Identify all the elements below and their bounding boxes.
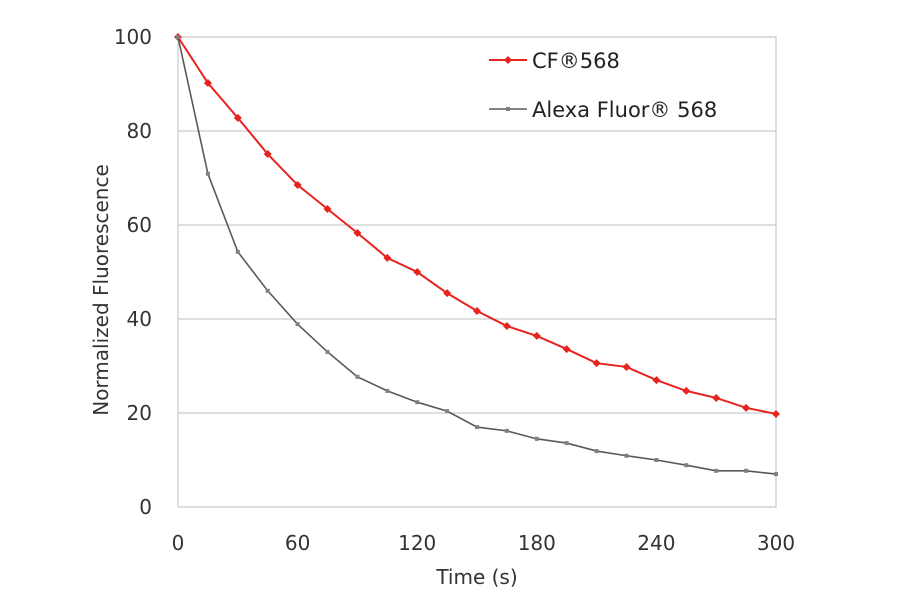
data-point bbox=[263, 150, 272, 159]
data-point bbox=[744, 468, 749, 473]
data-point bbox=[473, 307, 481, 316]
data-point bbox=[445, 409, 450, 414]
x-tick-label: 240 bbox=[637, 531, 675, 555]
data-point bbox=[592, 359, 601, 368]
plot-area bbox=[177, 36, 777, 508]
data-point bbox=[353, 228, 362, 237]
data-point bbox=[624, 453, 629, 458]
x-tick-label: 180 bbox=[518, 531, 556, 555]
legend-marker bbox=[506, 107, 510, 111]
data-point bbox=[742, 403, 751, 412]
data-point bbox=[714, 468, 719, 473]
data-point bbox=[594, 449, 599, 454]
data-point bbox=[502, 322, 511, 331]
data-point bbox=[562, 345, 571, 354]
data-point bbox=[564, 441, 569, 446]
data-point bbox=[622, 362, 631, 371]
data-point bbox=[774, 472, 778, 477]
data-point bbox=[504, 428, 509, 433]
data-point bbox=[233, 113, 242, 122]
y-tick-label: 60 bbox=[127, 213, 152, 237]
x-tick-label: 60 bbox=[285, 531, 310, 555]
legend-label: Alexa Fluor® 568 bbox=[532, 98, 717, 122]
data-point bbox=[235, 249, 240, 254]
data-point bbox=[682, 386, 691, 395]
y-tick-label: 0 bbox=[139, 495, 152, 519]
data-point bbox=[652, 376, 661, 385]
data-point bbox=[772, 409, 780, 418]
data-point bbox=[532, 331, 541, 340]
x-tick-label: 300 bbox=[757, 531, 795, 555]
data-point bbox=[323, 205, 332, 214]
data-point bbox=[293, 181, 302, 190]
legend-label: CF®568 bbox=[532, 49, 620, 73]
data-point bbox=[355, 374, 360, 379]
data-point bbox=[203, 79, 212, 88]
x-axis-label: Time (s) bbox=[435, 565, 517, 589]
data-point bbox=[684, 463, 689, 468]
data-point bbox=[712, 393, 721, 402]
data-point bbox=[413, 268, 422, 276]
data-point bbox=[534, 436, 539, 441]
data-point bbox=[385, 388, 390, 393]
data-point bbox=[383, 253, 392, 262]
data-point bbox=[176, 35, 180, 39]
x-tick-label: 120 bbox=[398, 531, 436, 555]
y-axis-label: Normalized Fluorescence bbox=[89, 164, 113, 416]
y-tick-label: 100 bbox=[114, 25, 152, 49]
data-point bbox=[443, 289, 452, 298]
y-tick-label: 80 bbox=[127, 119, 152, 143]
data-point bbox=[475, 425, 479, 430]
legend-marker bbox=[504, 56, 512, 64]
x-tick-label: 0 bbox=[172, 531, 185, 555]
data-point bbox=[415, 400, 420, 405]
data-point bbox=[295, 322, 300, 327]
data-point bbox=[205, 171, 210, 176]
y-tick-label: 20 bbox=[127, 401, 152, 425]
data-point bbox=[654, 458, 659, 462]
y-tick-label: 40 bbox=[127, 307, 152, 331]
data-point bbox=[325, 349, 330, 354]
data-point bbox=[265, 288, 270, 293]
